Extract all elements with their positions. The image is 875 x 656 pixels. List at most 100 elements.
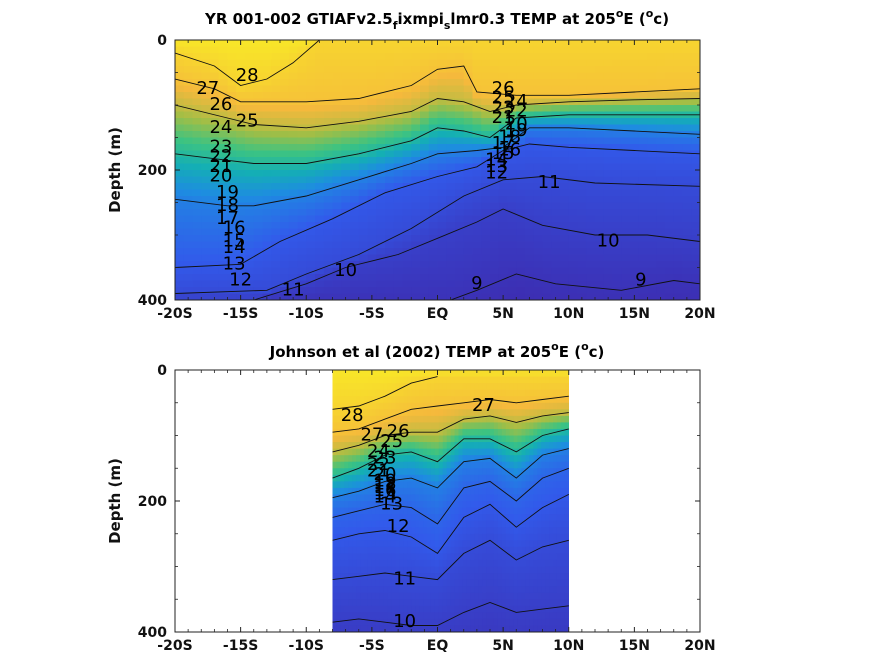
heat-cell xyxy=(486,481,491,489)
heat-cell xyxy=(568,196,579,204)
heat-cell xyxy=(490,196,500,204)
heat-cell xyxy=(630,131,640,139)
heat-cell xyxy=(446,267,456,275)
heat-cell xyxy=(586,209,596,217)
heat-cell xyxy=(415,396,420,404)
heat-cell xyxy=(463,157,474,165)
heat-cell xyxy=(288,254,299,262)
heat-cell xyxy=(541,618,546,627)
heat-cell xyxy=(691,254,700,262)
heat-cell xyxy=(371,501,377,509)
heat-cell xyxy=(420,261,430,269)
heat-cell xyxy=(446,409,452,417)
heat-cell xyxy=(482,474,487,482)
heat-cell xyxy=(393,196,404,204)
heat-cell xyxy=(315,241,325,249)
heat-cell xyxy=(367,280,377,288)
heat-cell xyxy=(458,435,464,443)
heat-cell xyxy=(340,527,345,535)
heat-cell xyxy=(474,396,479,404)
heat-cell xyxy=(553,573,558,581)
heat-cell xyxy=(474,487,479,496)
heat-cell xyxy=(509,546,515,554)
heat-cell xyxy=(516,79,526,87)
heat-cell xyxy=(490,157,500,165)
heat-cell xyxy=(393,280,404,288)
heat-cell xyxy=(420,111,430,119)
heat-cell xyxy=(402,248,412,256)
heat-cell xyxy=(521,415,527,423)
heat-cell xyxy=(297,79,307,87)
heat-cell xyxy=(458,533,464,541)
heat-cell xyxy=(419,546,424,554)
heat-cell xyxy=(533,527,538,535)
heat-cell xyxy=(446,53,456,61)
heat-cell xyxy=(402,72,412,80)
heat-cell xyxy=(682,40,692,48)
heat-cell xyxy=(402,254,412,262)
heat-cell xyxy=(490,559,495,568)
heat-cell xyxy=(399,527,404,535)
heat-cell xyxy=(427,415,432,423)
heat-cell xyxy=(383,605,389,613)
heat-cell xyxy=(340,389,345,397)
heat-cell xyxy=(490,605,495,613)
heat-cell xyxy=(391,396,397,404)
heat-cell xyxy=(533,520,538,528)
x-tick-label: -20S xyxy=(157,306,192,322)
heat-cell xyxy=(245,46,255,54)
heat-cell xyxy=(420,248,430,256)
heat-cell xyxy=(466,579,471,587)
heat-cell xyxy=(391,501,397,509)
heat-cell xyxy=(395,461,401,469)
heat-cell xyxy=(472,92,482,100)
heat-cell xyxy=(647,40,657,48)
heat-cell xyxy=(513,605,519,613)
heat-cell xyxy=(332,612,338,620)
x-tick-label: 10N xyxy=(553,306,584,322)
heat-cell xyxy=(478,546,483,554)
heat-cell xyxy=(682,66,692,74)
heat-cell xyxy=(434,494,440,502)
heat-cell xyxy=(201,222,211,230)
contour-label: 14 xyxy=(485,149,508,170)
heat-cell xyxy=(638,215,649,223)
heat-cell xyxy=(336,605,341,613)
heat-cell xyxy=(595,176,605,184)
heat-cell xyxy=(340,455,345,463)
heat-cell xyxy=(358,189,369,197)
heat-cell xyxy=(497,428,503,437)
heat-cell xyxy=(556,514,562,522)
heat-cell xyxy=(183,215,194,223)
heat-cell xyxy=(315,189,325,197)
heat-cell xyxy=(498,92,509,100)
heat-cell xyxy=(350,53,360,61)
heat-cell xyxy=(192,111,202,119)
heat-cell xyxy=(577,248,587,256)
heat-cell xyxy=(253,209,264,217)
heat-cell xyxy=(407,461,412,469)
heat-cell xyxy=(498,79,509,87)
heat-cell xyxy=(450,546,456,554)
heat-cell xyxy=(393,267,404,275)
heat-cell xyxy=(525,540,530,548)
heat-cell xyxy=(481,46,491,54)
heat-cell xyxy=(323,222,334,230)
heat-cell xyxy=(399,442,404,450)
heat-cell xyxy=(454,527,460,535)
heat-cell xyxy=(630,92,640,100)
heat-cell xyxy=(383,376,389,384)
heat-cell xyxy=(577,183,587,191)
heat-cell xyxy=(385,202,395,210)
heat-cell xyxy=(493,507,499,515)
heat-cell xyxy=(402,267,412,275)
heat-cell xyxy=(472,170,482,178)
heat-cell xyxy=(430,533,436,541)
heat-cell xyxy=(364,383,369,391)
heat-cell xyxy=(391,618,397,627)
heat-cell xyxy=(364,559,369,568)
heat-cell xyxy=(379,448,385,456)
heat-cell xyxy=(482,599,487,607)
heat-cell xyxy=(647,183,657,191)
heat-cell xyxy=(450,481,456,489)
